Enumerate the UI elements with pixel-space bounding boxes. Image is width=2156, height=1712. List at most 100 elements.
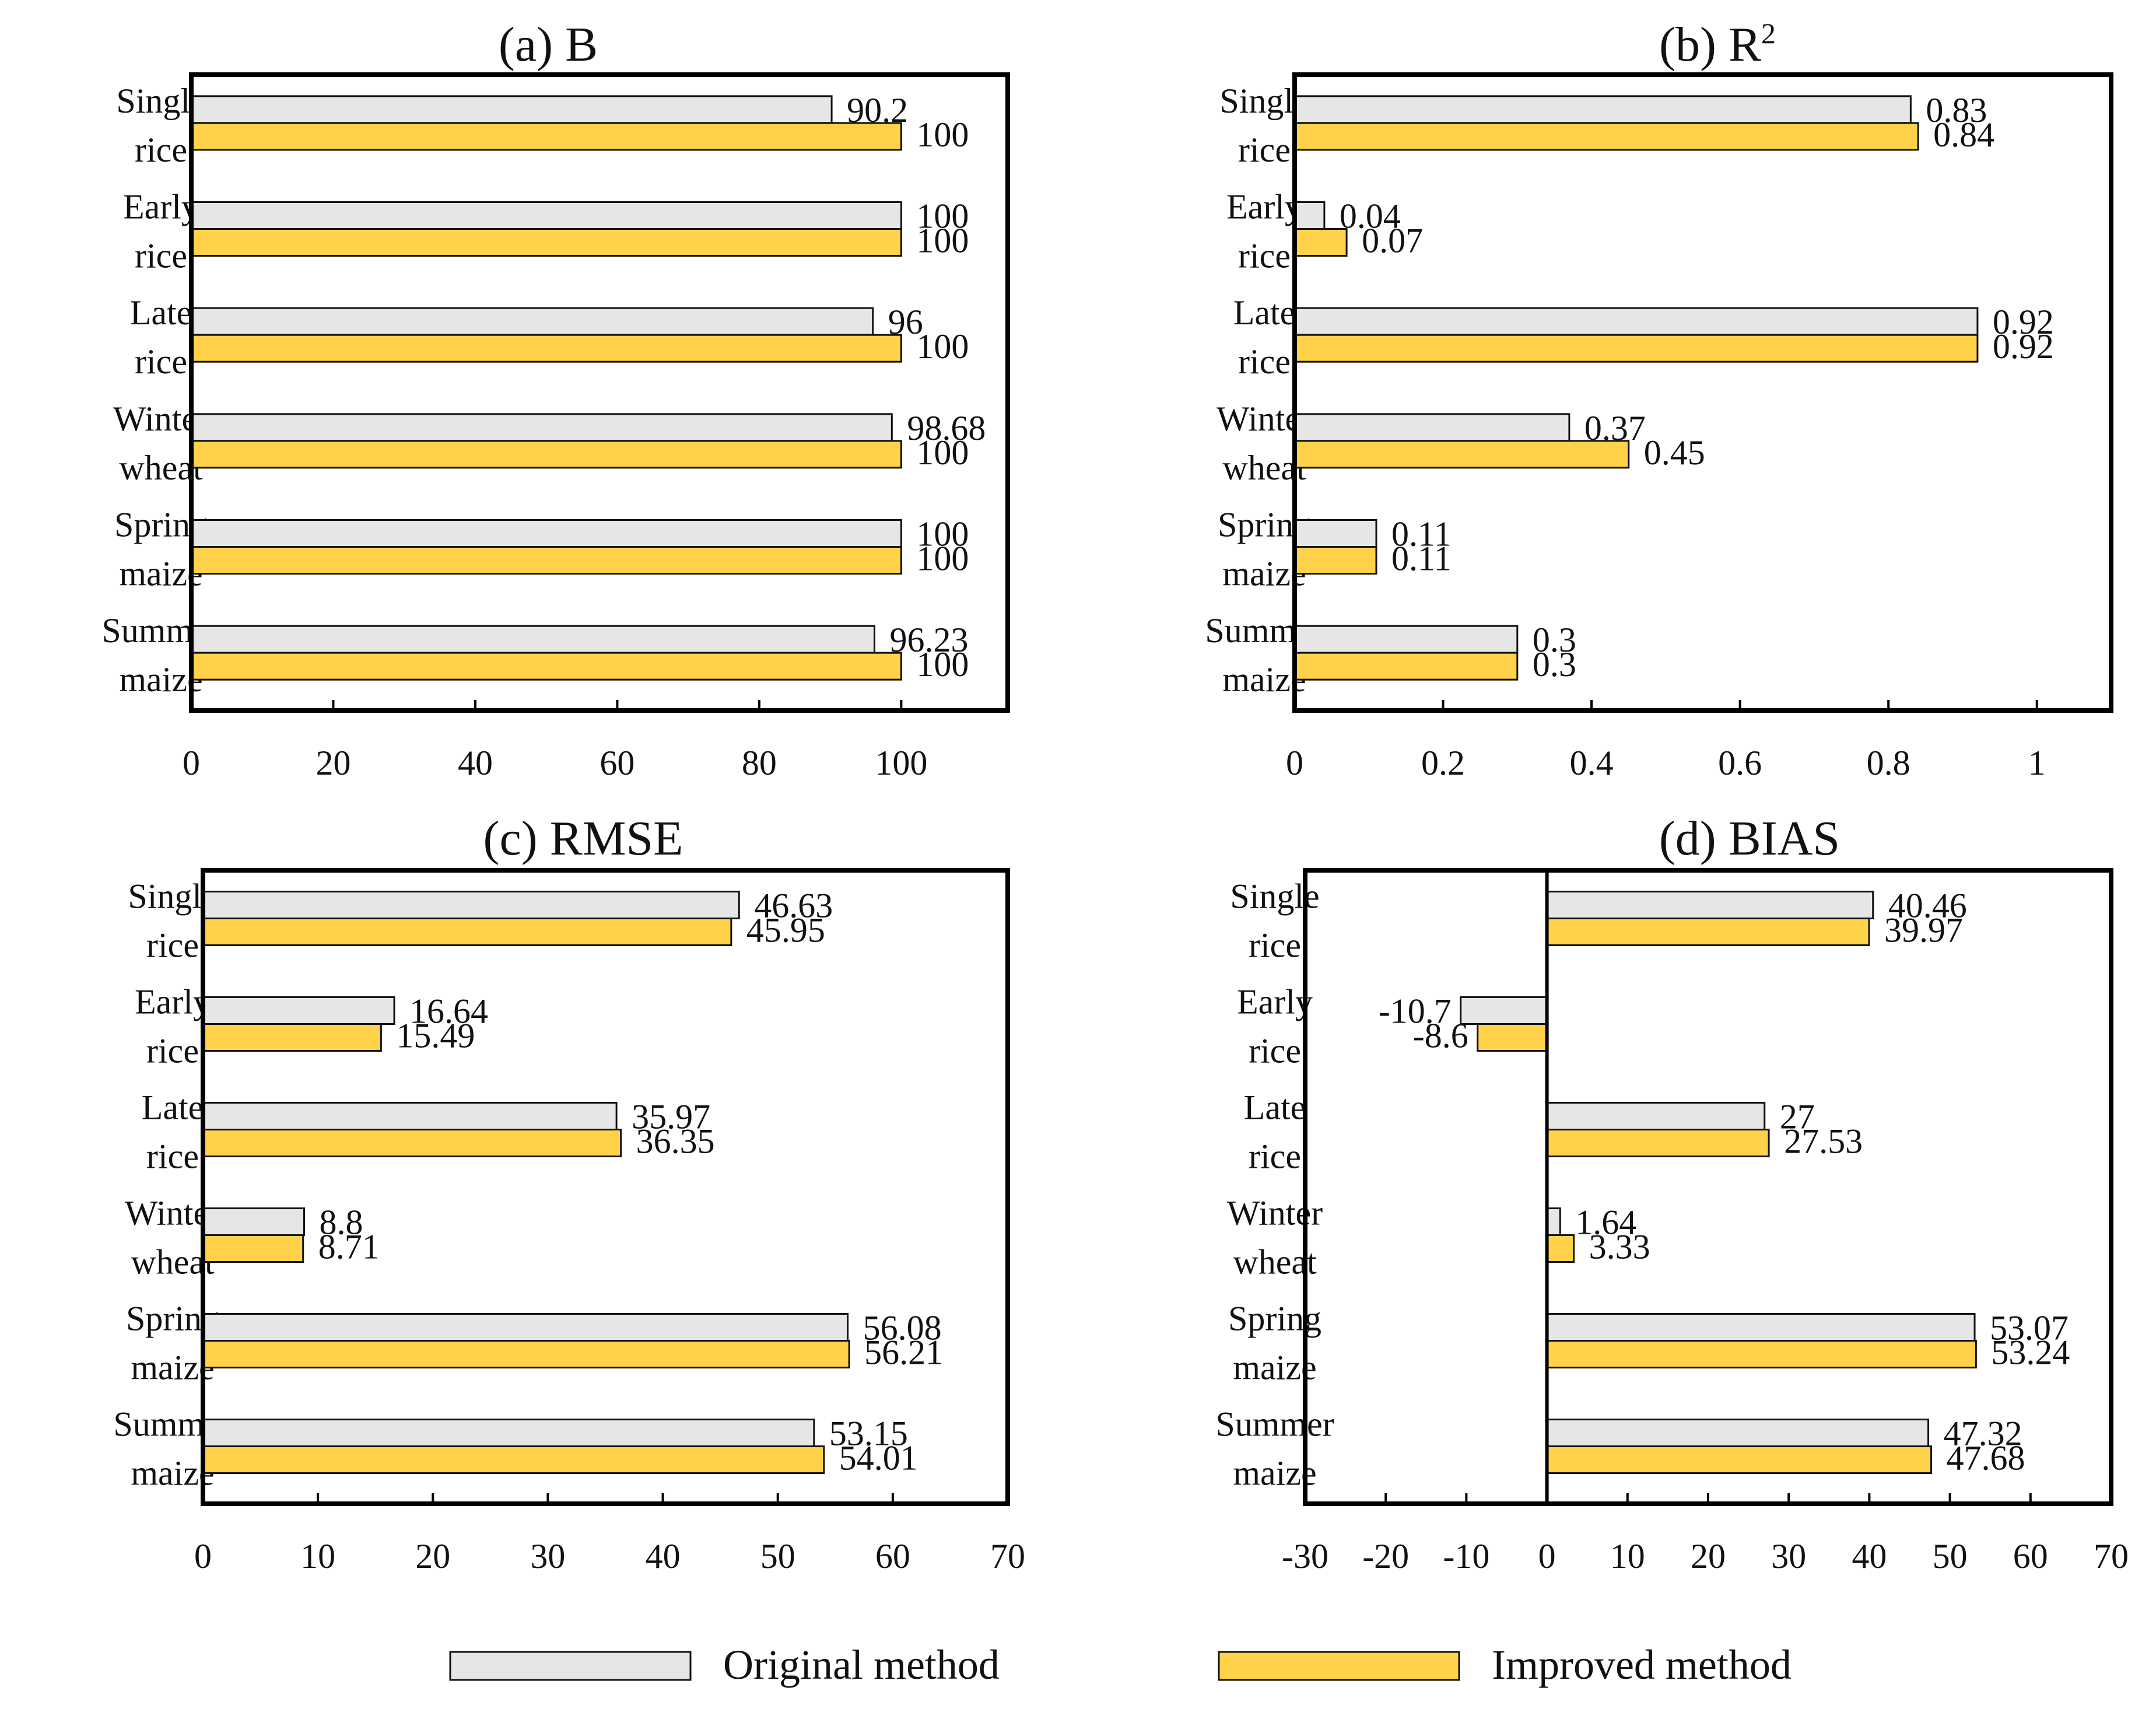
bar-improved	[202, 1340, 850, 1368]
panel-title-r2: (b) R2	[1659, 17, 1776, 72]
data-label: 98.68	[907, 409, 986, 447]
category-label-line: Early	[1226, 188, 1302, 226]
x-tick-label: 100	[875, 744, 927, 782]
bar-improved	[1293, 334, 1979, 363]
category-label-line: maize	[1222, 555, 1306, 593]
data-label: 54.01	[839, 1439, 918, 1478]
category-label-line: rice	[135, 131, 187, 169]
data-label: 16.64	[409, 992, 488, 1031]
bar-original	[1293, 201, 1326, 230]
category-label-line: rice	[1238, 131, 1291, 169]
category-label: Summer maize	[1215, 1405, 1334, 1493]
bar-original	[190, 413, 893, 442]
category-label-line: maize	[1233, 1349, 1316, 1387]
bar-improved	[1477, 1023, 1548, 1052]
panel-b: (a) BSinglerice90.2100Earlyrice100100Lat…	[101, 17, 1010, 782]
x-tick-label: 20	[315, 744, 350, 782]
x-tick-label: -20	[1362, 1537, 1409, 1576]
bar-original	[202, 1207, 305, 1236]
category-label-line: Spring	[1228, 1300, 1321, 1338]
data-label: 100	[916, 515, 969, 554]
legend-item-original: Original method	[449, 1641, 1000, 1688]
data-label: 0.92	[1993, 303, 2054, 341]
panel-title-superscript: 2	[1761, 17, 1776, 50]
x-tick-label: 0	[1286, 744, 1303, 782]
category-label: Spring maize	[1228, 1300, 1321, 1387]
category-label-line: maize	[119, 660, 202, 699]
data-label: 27.53	[1784, 1122, 1863, 1161]
bar-improved	[202, 1129, 622, 1157]
bar-improved	[190, 228, 902, 257]
category-label-line: Early	[123, 188, 199, 226]
x-tick-label: 1	[2028, 744, 2046, 782]
category-label-line: rice	[146, 1137, 199, 1176]
data-label: 15.49	[396, 1017, 475, 1055]
bar-improved	[1293, 546, 1377, 575]
plot-frame	[189, 72, 1010, 713]
category-label-line: Late	[142, 1088, 204, 1127]
category-label-line: Summer	[1215, 1405, 1334, 1444]
x-tick-label: 40	[646, 1537, 681, 1576]
x-tick-label: 40	[458, 744, 493, 782]
category-label-line: rice	[1238, 237, 1291, 275]
legend-label: Improved method	[1492, 1641, 1792, 1688]
bar-original	[1293, 307, 1979, 336]
category-label-line: Late	[1244, 1088, 1306, 1127]
bar-improved	[202, 918, 732, 946]
data-label: 8.71	[318, 1228, 380, 1266]
x-tick-label: -10	[1443, 1537, 1489, 1576]
x-tick-label: 0.2	[1421, 744, 1465, 782]
category-label: Early rice	[1226, 188, 1302, 275]
data-label: 0.83	[1926, 91, 1987, 129]
category-label-line: rice	[1249, 1137, 1301, 1176]
x-tick-label: 60	[875, 1537, 910, 1576]
data-label: 53.07	[1990, 1309, 2069, 1347]
data-label: 0.04	[1340, 197, 1401, 236]
data-label: 0.92	[1993, 327, 2054, 366]
data-label: 96.23	[889, 621, 968, 659]
bar-original	[1546, 891, 1874, 919]
x-tick-label: 60	[600, 744, 634, 782]
bar-improved	[1293, 652, 1519, 681]
panel-rmse: (c) RMSESinglerice46.6345.95Earlyrice16.…	[113, 811, 1025, 1576]
plot-frame	[201, 868, 1010, 1506]
bar-original	[202, 1419, 815, 1447]
bar-improved	[190, 546, 902, 575]
bar-original	[190, 95, 833, 124]
legend-label: Original method	[723, 1641, 1000, 1688]
bar-improved	[190, 334, 902, 363]
data-label: 40.46	[1888, 887, 1967, 925]
x-tick-label: 0.4	[1570, 744, 1614, 782]
category-label-line: rice	[1249, 926, 1301, 965]
data-label: 53.15	[829, 1415, 908, 1453]
category-label-line: maize	[131, 1349, 214, 1387]
category-label: Early rice	[1237, 983, 1313, 1070]
category-label-line: rice	[146, 926, 199, 965]
x-tick-label: 0.8	[1867, 744, 1910, 782]
x-tick-label: 50	[1933, 1537, 1968, 1576]
x-tick-label: 70	[2094, 1537, 2129, 1576]
x-tick-label: 0	[1538, 1537, 1556, 1576]
data-label: 47.68	[1947, 1439, 2025, 1478]
data-label: 27	[1780, 1098, 1815, 1136]
bar-improved	[1546, 1340, 1977, 1368]
x-tick-label: 20	[415, 1537, 450, 1576]
bar-improved	[190, 652, 902, 681]
x-tick-label: -30	[1282, 1537, 1328, 1576]
plot-frame	[1303, 868, 2113, 1506]
category-label-line: Winter	[1227, 1194, 1323, 1233]
x-tick-label: 30	[1771, 1537, 1806, 1576]
data-label: 0.07	[1362, 222, 1423, 260]
category-label-line: Late	[1233, 293, 1296, 332]
category-label-line: maize	[1233, 1454, 1316, 1493]
data-label: 0.3	[1533, 645, 1576, 684]
bar-original	[202, 996, 395, 1025]
data-label: 1.64	[1575, 1203, 1636, 1242]
data-label: 46.63	[754, 887, 833, 925]
category-label-line: Early	[1237, 983, 1313, 1021]
bar-improved	[202, 1023, 382, 1052]
bar-original	[190, 519, 902, 548]
data-label: 0.11	[1391, 515, 1452, 554]
x-tick-label: 0.6	[1718, 744, 1762, 782]
